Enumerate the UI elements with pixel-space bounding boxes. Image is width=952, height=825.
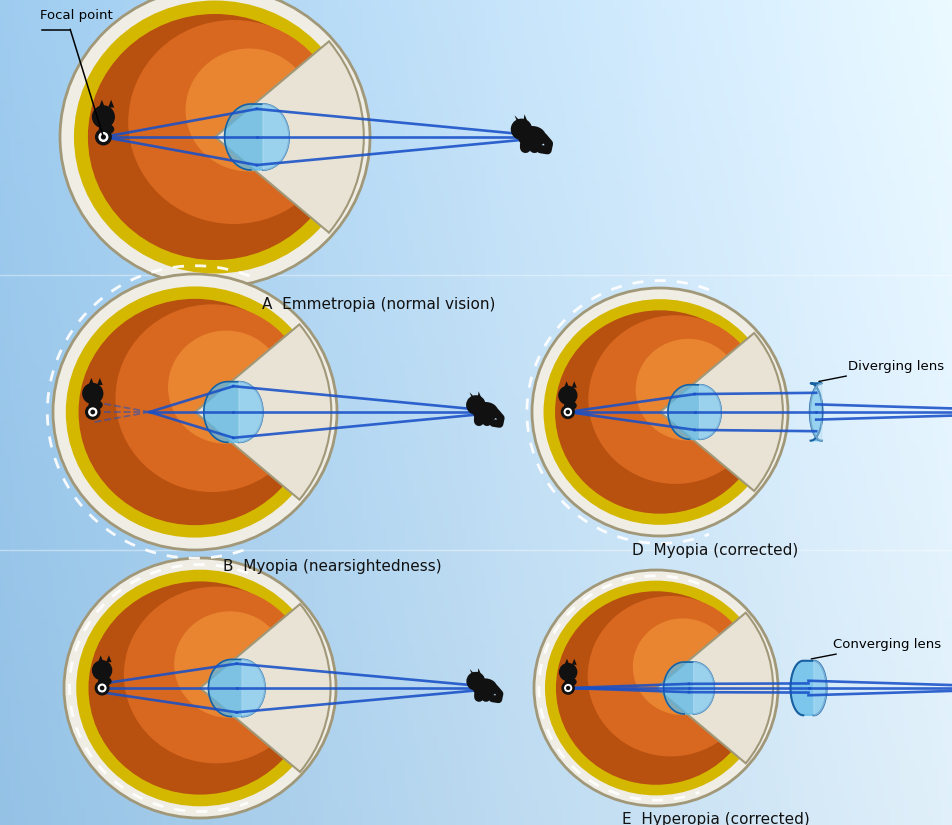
Circle shape (562, 406, 574, 418)
Ellipse shape (544, 299, 777, 525)
Ellipse shape (88, 14, 342, 260)
Text: Focal point: Focal point (40, 8, 113, 21)
Polygon shape (239, 382, 263, 442)
Polygon shape (814, 661, 826, 715)
Ellipse shape (588, 315, 763, 484)
Circle shape (86, 405, 100, 419)
Ellipse shape (565, 677, 577, 686)
Ellipse shape (98, 676, 111, 686)
Polygon shape (204, 382, 263, 442)
Polygon shape (810, 384, 823, 441)
Polygon shape (790, 661, 826, 715)
Ellipse shape (564, 401, 577, 410)
Circle shape (92, 106, 114, 128)
Ellipse shape (115, 304, 308, 492)
Polygon shape (208, 659, 265, 717)
Circle shape (99, 133, 108, 141)
Ellipse shape (99, 124, 114, 134)
Polygon shape (478, 391, 482, 398)
Polygon shape (565, 658, 569, 665)
Wedge shape (195, 324, 331, 500)
Circle shape (91, 410, 94, 413)
Circle shape (89, 408, 97, 416)
Polygon shape (564, 381, 569, 388)
Ellipse shape (74, 1, 356, 274)
Polygon shape (263, 104, 289, 170)
Ellipse shape (186, 49, 312, 172)
Polygon shape (524, 115, 527, 121)
Ellipse shape (633, 619, 733, 715)
Polygon shape (98, 655, 104, 662)
Text: B  Myopia (nearsightedness): B Myopia (nearsightedness) (224, 559, 442, 573)
Polygon shape (99, 100, 105, 107)
Text: D  Myopia (corrected): D Myopia (corrected) (632, 543, 798, 558)
Circle shape (566, 686, 569, 690)
Polygon shape (107, 655, 111, 662)
Circle shape (565, 685, 571, 691)
Ellipse shape (473, 402, 498, 422)
Circle shape (562, 682, 574, 694)
Ellipse shape (532, 288, 788, 536)
Polygon shape (108, 100, 114, 107)
Polygon shape (664, 662, 714, 714)
Circle shape (83, 384, 103, 403)
Circle shape (95, 130, 111, 144)
Ellipse shape (66, 286, 325, 538)
Ellipse shape (473, 678, 497, 698)
Ellipse shape (545, 581, 767, 795)
Circle shape (559, 386, 577, 404)
Polygon shape (225, 104, 289, 170)
Circle shape (102, 135, 106, 139)
Circle shape (466, 396, 485, 414)
Text: Diverging lens: Diverging lens (819, 360, 944, 381)
Polygon shape (572, 381, 577, 388)
Circle shape (92, 661, 111, 680)
Circle shape (95, 681, 109, 695)
Circle shape (98, 684, 106, 692)
Wedge shape (656, 613, 773, 763)
Polygon shape (89, 378, 94, 385)
Text: E  Hyperopia (corrected): E Hyperopia (corrected) (622, 812, 809, 825)
Ellipse shape (79, 299, 311, 526)
Ellipse shape (76, 570, 324, 806)
Polygon shape (694, 662, 714, 714)
Circle shape (565, 408, 571, 416)
Text: A  Emmetropia (normal vision): A Emmetropia (normal vision) (262, 298, 495, 313)
Circle shape (560, 663, 577, 681)
Wedge shape (200, 604, 330, 772)
Polygon shape (668, 384, 722, 439)
Polygon shape (810, 384, 822, 441)
Ellipse shape (556, 592, 756, 785)
Wedge shape (660, 333, 783, 491)
Ellipse shape (64, 558, 336, 818)
Circle shape (101, 686, 104, 690)
Circle shape (511, 120, 531, 139)
Polygon shape (700, 384, 722, 439)
Ellipse shape (174, 611, 286, 718)
Ellipse shape (636, 339, 741, 441)
Wedge shape (215, 41, 364, 233)
Ellipse shape (168, 331, 285, 444)
Ellipse shape (53, 274, 337, 550)
Ellipse shape (124, 587, 308, 763)
Polygon shape (572, 658, 577, 665)
Ellipse shape (89, 400, 103, 410)
Circle shape (467, 672, 485, 690)
Text: Converging lens: Converging lens (811, 638, 941, 659)
Ellipse shape (518, 126, 546, 148)
Ellipse shape (129, 20, 339, 224)
Polygon shape (242, 659, 265, 717)
Ellipse shape (587, 596, 754, 757)
Ellipse shape (60, 0, 370, 287)
Polygon shape (97, 378, 103, 385)
Circle shape (566, 411, 569, 413)
Ellipse shape (89, 582, 311, 794)
Polygon shape (514, 116, 522, 122)
Ellipse shape (555, 310, 765, 514)
Ellipse shape (534, 570, 778, 806)
Polygon shape (469, 392, 476, 398)
Polygon shape (469, 669, 476, 675)
Polygon shape (478, 668, 481, 674)
